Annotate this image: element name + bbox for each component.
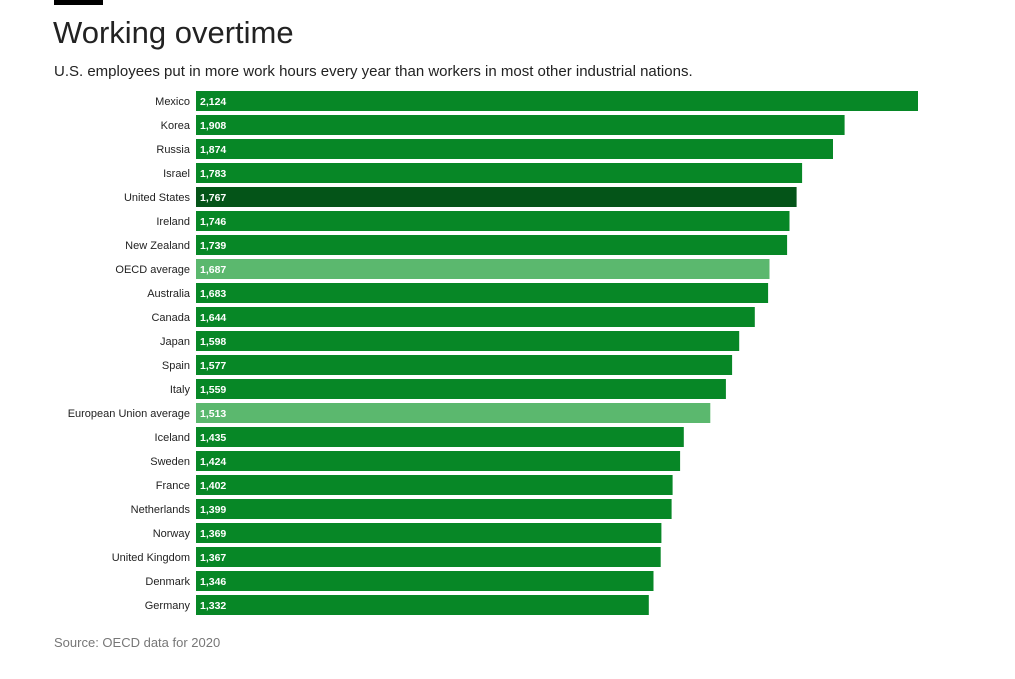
value-label: 1,598 <box>200 336 226 348</box>
bar-denmark <box>196 571 654 591</box>
chart-subtitle: U.S. employees put in more work hours ev… <box>54 63 693 80</box>
value-label: 1,874 <box>200 144 226 156</box>
value-label: 1,399 <box>200 504 226 516</box>
category-label: Netherlands <box>131 504 191 516</box>
bar-united-states <box>196 187 797 207</box>
category-label: Japan <box>160 336 190 348</box>
bar-japan <box>196 331 740 351</box>
value-label: 1,369 <box>200 528 226 540</box>
value-label: 1,739 <box>200 240 226 252</box>
bar-korea <box>196 115 845 135</box>
category-label: Korea <box>161 120 191 132</box>
bar-european-union-average <box>196 403 711 423</box>
category-label: Canada <box>151 312 190 324</box>
category-label: Russia <box>156 144 191 156</box>
value-label: 1,402 <box>200 480 226 492</box>
value-label: 1,577 <box>200 360 226 372</box>
value-label: 1,783 <box>200 168 226 180</box>
category-label: Sweden <box>150 456 190 468</box>
bar-russia <box>196 139 833 159</box>
bar-israel <box>196 163 803 183</box>
value-label: 1,332 <box>200 600 226 612</box>
category-label: New Zealand <box>125 240 190 252</box>
category-label: Germany <box>145 600 191 612</box>
bar-germany <box>196 595 649 615</box>
bar-sweden <box>196 451 681 471</box>
top-rule <box>54 0 103 5</box>
bar-mexico <box>196 91 918 111</box>
bar-italy <box>196 379 726 399</box>
category-label: Australia <box>147 288 191 300</box>
category-label: Iceland <box>155 432 190 444</box>
category-label: France <box>156 480 190 492</box>
bar-united-kingdom <box>196 547 661 567</box>
value-label: 1,644 <box>200 312 226 324</box>
value-label: 1,687 <box>200 264 226 276</box>
value-label: 1,767 <box>200 192 226 204</box>
chart-title: Working overtime <box>53 15 294 50</box>
value-label: 1,424 <box>200 456 226 468</box>
value-label: 1,908 <box>200 120 226 132</box>
bar-iceland <box>196 427 684 447</box>
bar-netherlands <box>196 499 672 519</box>
category-label: Ireland <box>156 216 190 228</box>
bar-spain <box>196 355 733 375</box>
category-label: Denmark <box>145 576 190 588</box>
category-label: Israel <box>163 168 190 180</box>
category-label: Italy <box>170 384 191 396</box>
bar-new-zealand <box>196 235 788 255</box>
bar-oecd-average <box>196 259 770 279</box>
source-note: Source: OECD data for 2020 <box>54 635 221 650</box>
value-label: 1,435 <box>200 432 226 444</box>
value-label: 1,346 <box>200 576 226 588</box>
category-label: Mexico <box>155 96 190 108</box>
category-label: Spain <box>162 360 190 372</box>
category-label: OECD average <box>115 264 190 276</box>
value-label: 1,746 <box>200 216 226 228</box>
bar-australia <box>196 283 769 303</box>
value-label: 1,559 <box>200 384 226 396</box>
bar-france <box>196 475 673 495</box>
value-label: 1,367 <box>200 552 226 564</box>
category-label: United Kingdom <box>112 552 190 564</box>
bar-ireland <box>196 211 790 231</box>
value-label: 2,124 <box>200 96 226 108</box>
category-label: United States <box>124 192 191 204</box>
bar-norway <box>196 523 662 543</box>
value-label: 1,513 <box>200 408 226 420</box>
value-label: 1,683 <box>200 288 226 300</box>
bar-canada <box>196 307 755 327</box>
category-label: Norway <box>153 528 191 540</box>
category-label: European Union average <box>68 408 190 420</box>
